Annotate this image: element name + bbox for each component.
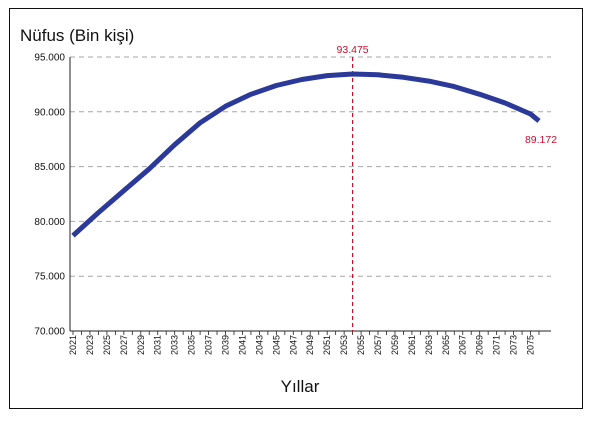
x-axis-label: Yıllar [281,377,320,396]
x-tick-label: 2035 [187,335,197,355]
y-tick-labels: 70.000 75.000 80.000 85.000 90.000 95.000 [34,53,65,338]
x-tick-label: 2071 [492,335,502,355]
x-tick-label: 2069 [475,335,485,355]
y-tick-label: 75.000 [34,272,65,283]
population-series-line [71,71,541,238]
x-tick-label: 2057 [373,335,383,355]
x-tick-label: 2037 [204,335,214,355]
x-tick-label: 2065 [441,335,451,355]
x-tick-label: 2033 [170,335,180,355]
x-tick-label: 2045 [271,335,281,355]
x-tick-label: 2075 [526,335,536,355]
x-tick-label: 2041 [237,335,247,355]
y-tick-label: 80.000 [34,217,65,228]
chart-frame [9,8,583,409]
x-tick-label: 2073 [509,335,519,355]
y-tick-label: 90.000 [34,107,65,118]
peak-value-label: 93.475 [337,44,369,56]
annotation-labels: 93.475 89.172 [337,44,558,146]
y-tick-label: 95.000 [34,53,65,64]
end-value-label: 89.172 [525,134,557,146]
x-tick-label: 2039 [221,335,231,355]
grid-lines [70,56,551,277]
x-tick-label: 2023 [85,335,95,355]
x-tick-label: 2043 [254,335,264,355]
x-tick-label: 2059 [390,335,400,355]
x-tick-label: 2027 [119,335,129,355]
x-tick-labels: 2021 2023 2025 2027 2029 2031 2033 2035 2037 2039… [68,335,536,355]
x-tick-label: 2029 [136,335,146,355]
x-tick-label: 2053 [339,335,349,355]
x-tick-label: 2047 [288,335,298,355]
x-tick-label: 2025 [102,335,112,355]
x-tick-label: 2021 [68,335,78,355]
y-tick-label: 85.000 [34,162,65,173]
x-tick-label: 2049 [305,335,315,355]
x-tick-label: 2061 [407,335,417,355]
x-tick-label: 2063 [424,335,434,355]
y-tick-label: 70.000 [34,327,65,338]
x-tick-label: 2051 [322,335,332,355]
y-axis-label: Nüfus (Bin kişi) [20,26,134,45]
axes [69,57,551,335]
x-tick-label: 2067 [458,335,468,355]
x-tick-label: 2055 [356,335,366,355]
series-lines [71,71,541,238]
x-tick-label: 2031 [153,335,163,355]
